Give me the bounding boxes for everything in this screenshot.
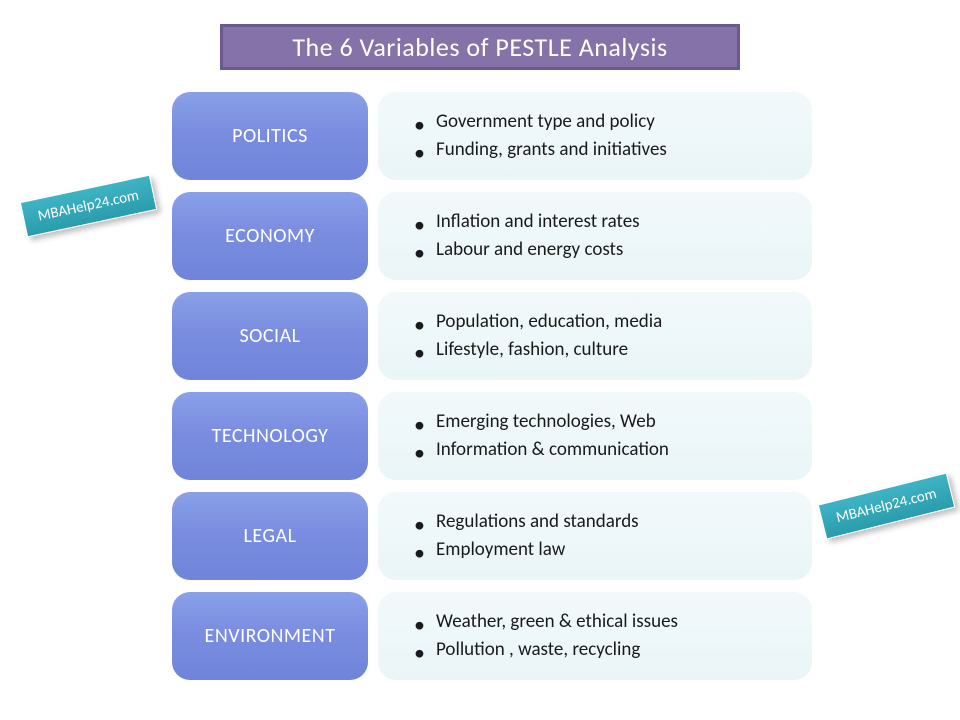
list-item: Government type and policy (414, 108, 812, 137)
title-text: The 6 Variables of PESTLE Analysis (292, 31, 667, 63)
label-social: SOCIAL (172, 292, 368, 380)
list-item: Information & communication (414, 436, 812, 465)
watermark-badge: MBAHelp24.com (20, 175, 157, 238)
row-social: SOCIAL Population, education, media Life… (172, 292, 812, 380)
list-item: Employment law (414, 536, 812, 565)
row-technology: TECHNOLOGY Emerging technologies, Web In… (172, 392, 812, 480)
label-legal: LEGAL (172, 492, 368, 580)
content-politics: Government type and policy Funding, gran… (378, 92, 812, 180)
pestle-rows: POLITICS Government type and policy Fund… (172, 92, 812, 692)
row-legal: LEGAL Regulations and standards Employme… (172, 492, 812, 580)
watermark-badge: MBAHelp24.com (818, 472, 956, 539)
content-technology: Emerging technologies, Web Information &… (378, 392, 812, 480)
list-item: Funding, grants and initiatives (414, 136, 812, 165)
row-politics: POLITICS Government type and policy Fund… (172, 92, 812, 180)
list-item: Inflation and interest rates (414, 208, 812, 237)
label-technology: TECHNOLOGY (172, 392, 368, 480)
label-environment: ENVIRONMENT (172, 592, 368, 680)
content-social: Population, education, media Lifestyle, … (378, 292, 812, 380)
row-environment: ENVIRONMENT Weather, green & ethical iss… (172, 592, 812, 680)
list-item: Labour and energy costs (414, 236, 812, 265)
label-economy: ECONOMY (172, 192, 368, 280)
content-economy: Inflation and interest rates Labour and … (378, 192, 812, 280)
list-item: Weather, green & ethical issues (414, 608, 812, 637)
row-economy: ECONOMY Inflation and interest rates Lab… (172, 192, 812, 280)
list-item: Pollution , waste, recycling (414, 636, 812, 665)
label-politics: POLITICS (172, 92, 368, 180)
content-legal: Regulations and standards Employment law (378, 492, 812, 580)
list-item: Population, education, media (414, 308, 812, 337)
list-item: Regulations and standards (414, 508, 812, 537)
list-item: Lifestyle, fashion, culture (414, 336, 812, 365)
list-item: Emerging technologies, Web (414, 408, 812, 437)
title-bar: The 6 Variables of PESTLE Analysis (220, 24, 740, 70)
content-environment: Weather, green & ethical issues Pollutio… (378, 592, 812, 680)
